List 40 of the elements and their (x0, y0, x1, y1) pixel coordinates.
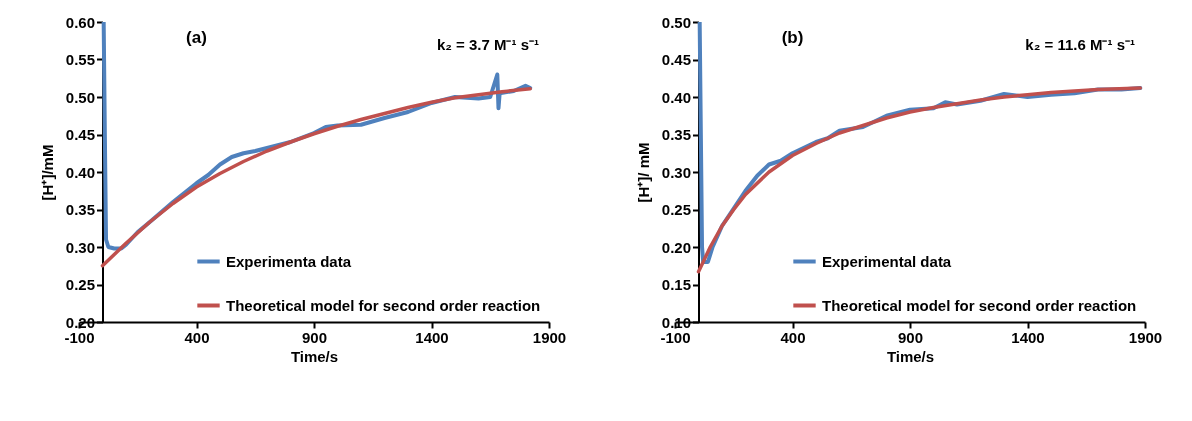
y-tick-label: 0.35 (661, 126, 691, 143)
legend-label: Theoretical model for second order reaction (226, 296, 541, 314)
y-tick-label: 0.15 (661, 276, 691, 293)
y-axis-title: [H⁺]/mM (38, 144, 56, 201)
y-tick-label: 0.40 (661, 88, 691, 106)
y-tick-label: 0.20 (661, 238, 691, 256)
y-tick-label: 0.45 (65, 126, 95, 143)
legend-label: Experimental data (822, 252, 952, 270)
x-tick-label: 1400 (1011, 328, 1045, 346)
x-axis-title: Time/s (886, 347, 935, 365)
y-axis-title: [H⁺]/ mM (634, 142, 652, 203)
x-tick-label: 1900 (532, 328, 567, 346)
x-tick-label: 1400 (415, 328, 449, 346)
x-tick-label: -100 (660, 328, 691, 346)
annotation: (a) (186, 28, 207, 47)
y-tick-label: 0.60 (65, 13, 95, 31)
y-tick-label: 0.55 (65, 51, 95, 68)
x-tick-label: 900 (301, 328, 328, 346)
y-tick-label: 0.25 (661, 201, 691, 218)
x-tick-label: 900 (897, 328, 924, 346)
legend-label: Theoretical model for second order reaction (822, 296, 1137, 314)
y-tick-label: 0.35 (65, 201, 95, 218)
annotation: k₂ = 3.7 M⁻¹ s⁻¹ (436, 36, 539, 53)
y-tick-label: 0.40 (65, 163, 95, 181)
line-series (100, 87, 532, 268)
legend-label: Experimenta data (226, 252, 352, 270)
x-axis-title: Time/s (290, 347, 339, 365)
x-tick-label: 400 (184, 328, 210, 346)
y-tick-label: 0.30 (65, 238, 95, 256)
annotation: (b) (781, 28, 804, 47)
x-tick-label: -100 (64, 328, 95, 346)
x-tick-label: 1900 (1128, 328, 1163, 346)
y-tick-label: 0.45 (661, 51, 691, 68)
y-tick-label: 0.50 (65, 88, 95, 106)
y-tick-label: 0.25 (65, 276, 95, 293)
annotation: k₂ = 11.6 M⁻¹ s⁻¹ (1025, 36, 1135, 53)
y-tick-label: 0.30 (661, 163, 691, 181)
y-tick-label: 0.50 (661, 13, 691, 31)
line-series (696, 86, 1143, 274)
x-tick-label: 400 (780, 328, 806, 346)
